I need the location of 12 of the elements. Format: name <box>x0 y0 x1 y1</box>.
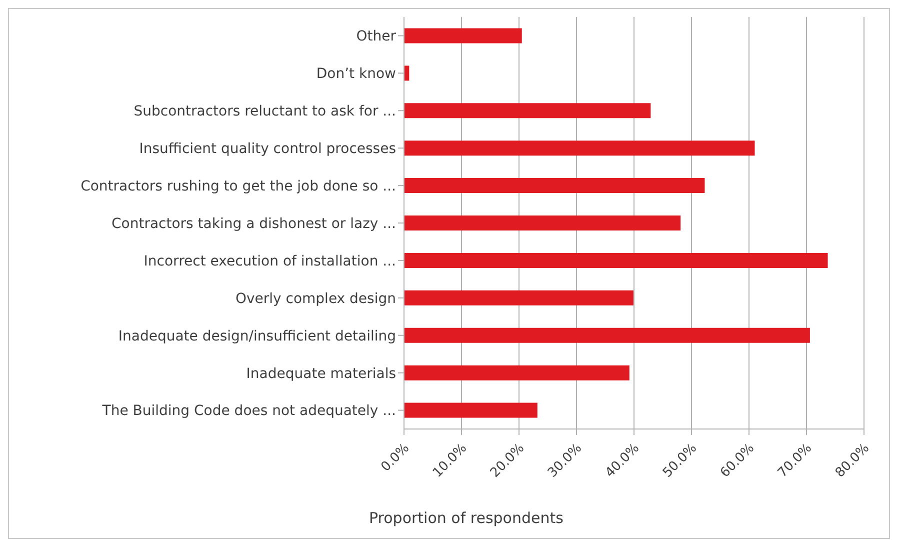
x-axis-title: Proportion of respondents <box>369 509 564 527</box>
y-tick-label: Insufficient quality control processes <box>139 141 396 158</box>
y-tick-label: Inadequate materials <box>246 366 396 382</box>
y-tick-label: Contractors rushing to get the job done so ... <box>80 178 396 195</box>
y-tick-label: Overly complex design <box>235 290 396 307</box>
y-tick-label: Other <box>356 28 396 45</box>
y-tick-label: Inadequate design/insufficient detailing <box>118 328 396 344</box>
y-tick-label: Contractors taking a dishonest or lazy ... <box>112 216 396 232</box>
y-tick-label: Incorrect execution of installation ... <box>144 253 396 270</box>
y-tick-label: The Building Code does not adequately ... <box>101 403 396 420</box>
y-tick-label: Don’t know <box>316 66 396 82</box>
y-tick-label: Subcontractors reluctant to ask for ... <box>134 104 396 120</box>
